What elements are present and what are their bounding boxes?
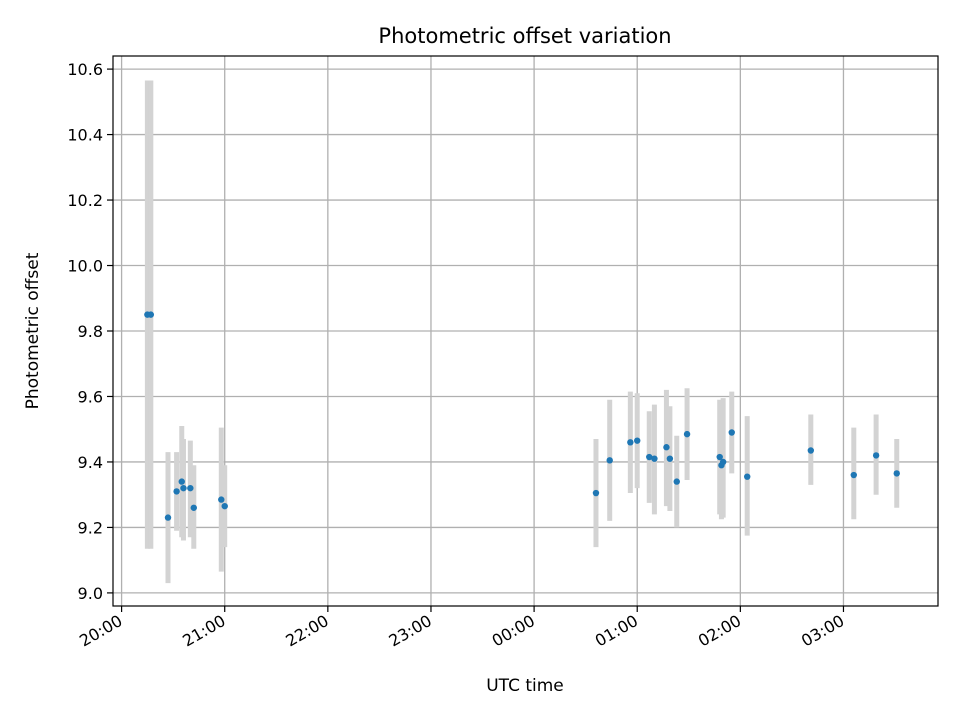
data-point <box>147 311 155 318</box>
data-point <box>651 455 658 462</box>
marker-layer <box>144 311 900 521</box>
data-point <box>663 444 670 451</box>
y-tick-label: 10.6 <box>67 60 103 79</box>
data-point <box>592 489 600 497</box>
y-tick-label: 9.8 <box>78 322 103 341</box>
y-tick-label: 9.4 <box>78 453 103 472</box>
y-axis-title: Photometric offset <box>23 252 43 409</box>
data-point <box>218 496 225 503</box>
data-point <box>719 458 727 466</box>
y-tick-label: 9.2 <box>78 518 103 537</box>
x-axis-title: UTC time <box>486 676 564 696</box>
data-point <box>606 457 613 464</box>
grid-layer <box>113 56 938 606</box>
y-tick-label: 10.2 <box>67 191 103 210</box>
data-point <box>164 514 172 521</box>
data-point <box>872 452 880 459</box>
data-point <box>646 453 653 461</box>
y-tick-label: 9.6 <box>78 387 103 406</box>
data-point <box>190 504 197 511</box>
data-point <box>728 429 735 436</box>
y-tick-label: 9.0 <box>78 584 103 603</box>
data-point <box>893 470 900 477</box>
data-point <box>180 484 187 492</box>
data-point <box>850 471 857 479</box>
data-point <box>187 484 194 492</box>
data-point <box>634 437 641 444</box>
data-point <box>673 478 680 485</box>
chart-title: Photometric offset variation <box>378 24 671 48</box>
data-point <box>666 455 674 462</box>
y-tick-label: 10.0 <box>67 257 103 276</box>
y-tick-label: 10.4 <box>67 126 103 145</box>
y-axis-ticks: 9.0 9.2 9.4 9.6 9.8 10.0 10.2 10.4 10.6 <box>67 60 113 603</box>
data-point <box>627 439 634 446</box>
data-point <box>178 478 185 485</box>
data-point <box>173 488 180 495</box>
data-point <box>716 453 723 461</box>
data-point <box>744 473 751 480</box>
data-point <box>807 447 815 454</box>
data-point <box>683 430 691 438</box>
data-point <box>221 502 228 510</box>
